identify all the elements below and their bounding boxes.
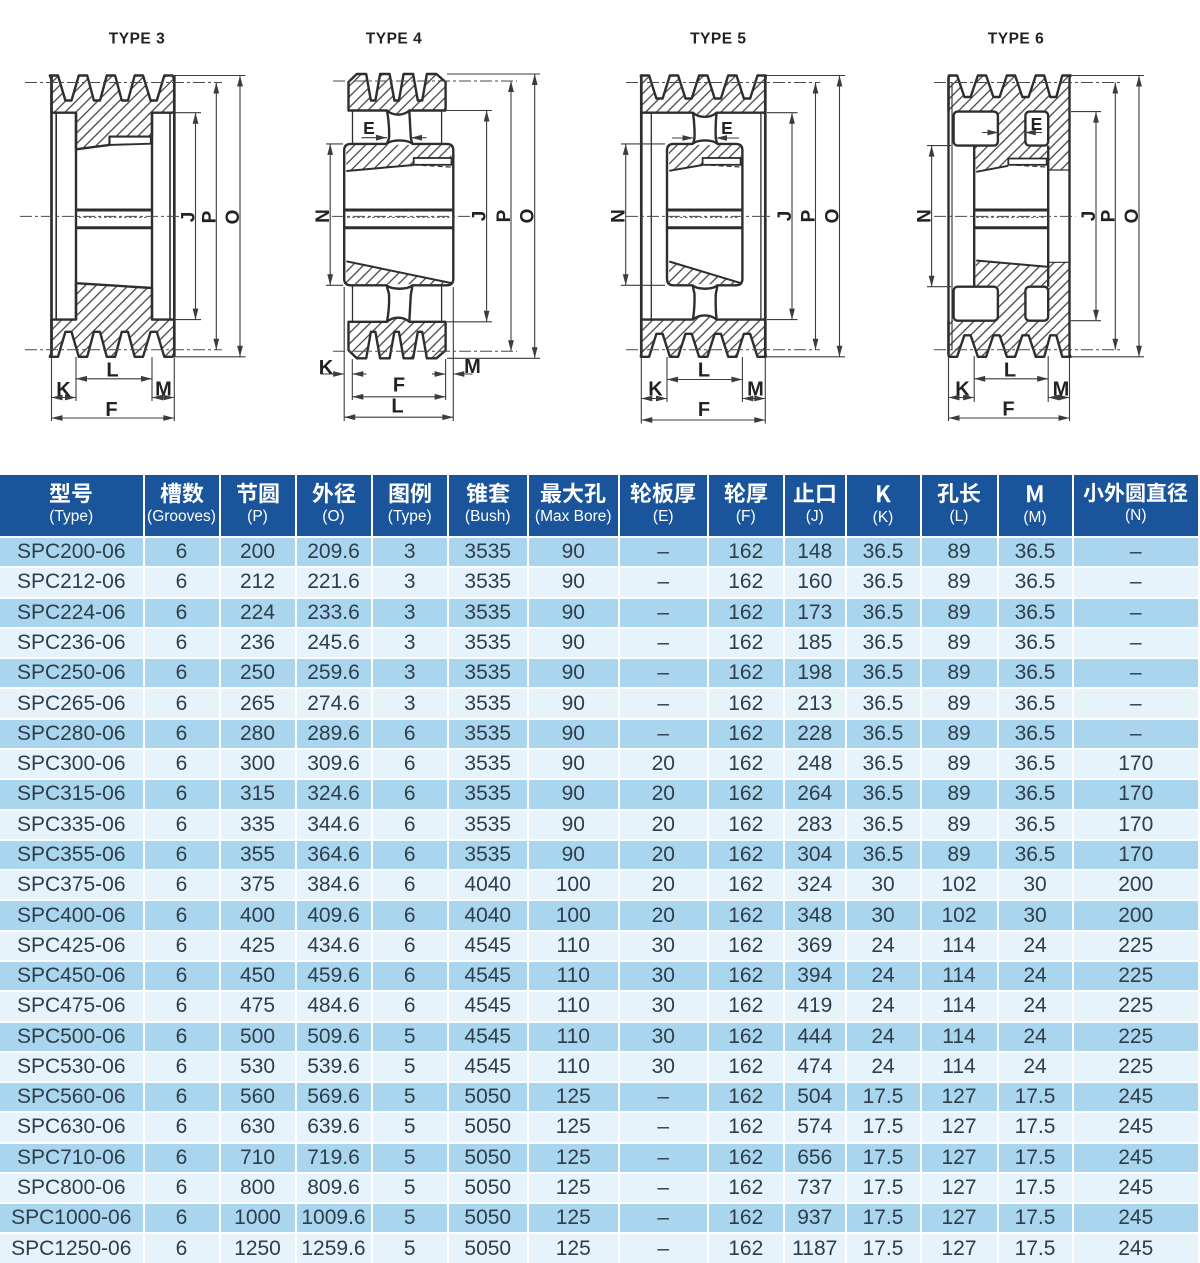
svg-text:E: E <box>721 118 733 138</box>
svg-text:K: K <box>56 379 71 401</box>
svg-text:F: F <box>393 375 405 397</box>
svg-text:N: N <box>313 209 334 223</box>
svg-text:K: K <box>955 379 970 401</box>
svg-text:M: M <box>1053 379 1070 401</box>
svg-text:M: M <box>747 379 764 401</box>
svg-text:P: P <box>199 210 220 223</box>
svg-text:P: P <box>799 209 820 222</box>
svg-text:L: L <box>698 360 710 382</box>
svg-text:O: O <box>1122 209 1143 224</box>
svg-text:L: L <box>391 396 403 418</box>
svg-text:F: F <box>1002 399 1014 421</box>
svg-text:TYPE 6: TYPE 6 <box>988 31 1044 48</box>
svg-text:N: N <box>915 209 936 223</box>
svg-text:O: O <box>223 210 244 225</box>
svg-text:J: J <box>775 211 796 222</box>
svg-text:O: O <box>518 209 539 224</box>
svg-text:P: P <box>494 209 515 222</box>
svg-text:J: J <box>1079 211 1100 222</box>
svg-text:K: K <box>648 379 663 401</box>
svg-text:TYPE 5: TYPE 5 <box>690 31 746 48</box>
svg-text:K: K <box>319 357 334 379</box>
svg-text:J: J <box>179 212 200 223</box>
svg-text:TYPE 4: TYPE 4 <box>366 31 422 48</box>
svg-text:E: E <box>1031 114 1043 134</box>
svg-text:L: L <box>1004 360 1016 382</box>
svg-text:J: J <box>470 211 491 222</box>
svg-text:M: M <box>155 379 172 401</box>
svg-text:TYPE 3: TYPE 3 <box>109 31 165 48</box>
svg-text:M: M <box>464 356 481 378</box>
svg-text:N: N <box>609 209 630 223</box>
svg-text:E: E <box>363 118 375 138</box>
svg-text:O: O <box>823 209 844 224</box>
svg-text:P: P <box>1098 209 1119 222</box>
svg-text:F: F <box>698 399 710 421</box>
svg-text:F: F <box>105 399 117 421</box>
svg-text:L: L <box>106 360 118 382</box>
